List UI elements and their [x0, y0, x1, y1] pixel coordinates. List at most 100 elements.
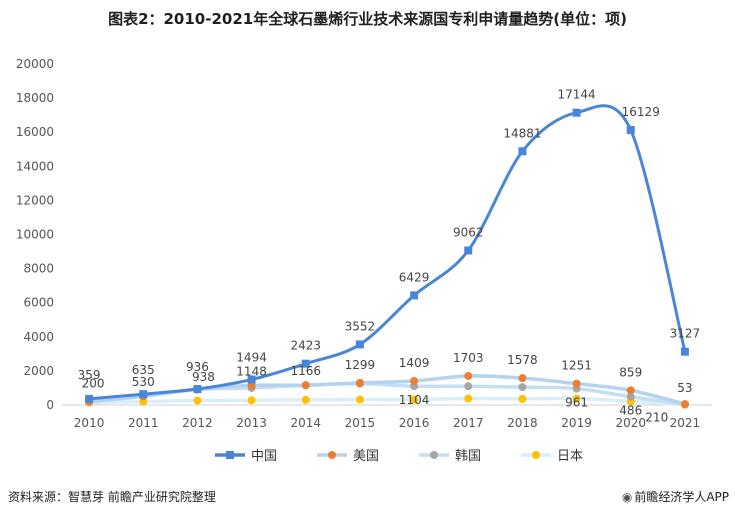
x-tick-label: 2020 [615, 416, 646, 430]
data-point-marker [626, 392, 635, 401]
data-label: 6429 [399, 270, 430, 284]
legend-item-美国[interactable]: 美国 [317, 449, 379, 464]
data-label: 1251 [561, 359, 592, 373]
legend[interactable]: 中国 美国 韩国 日本 [215, 449, 583, 464]
data-label: 1299 [345, 358, 376, 372]
data-point-marker [301, 359, 310, 368]
x-tick-label: 2016 [399, 416, 430, 430]
y-tick-label: 12000 [16, 193, 54, 207]
data-point-marker [680, 347, 689, 356]
data-point-marker [464, 371, 473, 380]
data-point-marker [355, 340, 364, 349]
brand-name: 前瞻经济学人APP [634, 490, 729, 504]
data-point-marker [464, 394, 473, 403]
data-point-marker [355, 395, 364, 404]
x-tick-label: 2018 [507, 416, 538, 430]
y-tick-label: 0 [46, 398, 54, 412]
data-point-marker [247, 396, 256, 405]
data-label: 359 [78, 368, 101, 382]
y-tick-label: 18000 [16, 91, 54, 105]
legend-swatch-marker [430, 451, 438, 459]
legend-label: 日本 [557, 449, 583, 464]
data-label: 53 [677, 381, 692, 395]
y-tick-label: 6000 [23, 296, 54, 310]
series-line [87, 104, 687, 401]
data-point-marker [301, 381, 310, 390]
data-point-marker [301, 395, 310, 404]
x-tick-label: 2012 [182, 416, 213, 430]
x-tick-label: 2014 [290, 416, 321, 430]
legend-item-中国[interactable]: 中国 [215, 449, 277, 464]
data-label: 936 [186, 360, 209, 374]
data-label: 200 [82, 377, 105, 391]
x-tick-label: 2011 [128, 416, 159, 430]
legend-swatch-marker [226, 451, 234, 459]
data-label: 14881 [503, 126, 541, 140]
x-axis: 2010 2011 2012 2013 2014 2015 2016 2017 2018 2019… [74, 416, 700, 430]
data-point-marker [410, 395, 419, 404]
data-label: 1703 [453, 351, 484, 365]
data-point-marker [518, 147, 527, 156]
y-axis: 0 2000 4000 6000 8000 10000 12000 14000 16000 180… [16, 57, 54, 412]
x-tick-label: 2017 [453, 416, 484, 430]
data-label: 938 [192, 370, 215, 384]
legend-label: 韩国 [455, 449, 481, 464]
y-tick-label: 2000 [23, 364, 54, 378]
data-label: 1494 [236, 351, 267, 365]
data-label: 635 [132, 363, 155, 377]
data-point-marker [464, 382, 473, 391]
data-point-marker [626, 386, 635, 395]
data-point-marker [464, 246, 473, 255]
series-layer [85, 104, 689, 409]
data-point-marker [680, 400, 689, 409]
brand-icon: ◉ [621, 490, 633, 504]
data-point-marker [139, 390, 148, 399]
data-point-marker [572, 379, 581, 388]
legend-swatch-marker [328, 451, 336, 459]
y-tick-label: 10000 [16, 228, 54, 242]
data-point-marker [410, 376, 419, 385]
data-point-marker [518, 394, 527, 403]
data-point-marker [518, 383, 527, 392]
data-label: 1148 [236, 364, 267, 378]
chart-title: 图表2：2010-2021年全球石墨烯行业技术来源国专利申请量趋势(单位：项) [108, 10, 627, 28]
series-日本 [85, 394, 689, 409]
data-labels: 359 635 936 1494 2423 3552 6429 9062 14881 17144 1… [78, 88, 701, 425]
data-label: 486 [619, 404, 642, 418]
series-韩国 [85, 379, 689, 409]
legend-item-日本[interactable]: 日本 [521, 449, 583, 464]
data-label: 859 [619, 365, 642, 379]
legend-label: 中国 [251, 449, 277, 464]
y-tick-label: 20000 [16, 57, 54, 71]
y-tick-label: 4000 [23, 330, 54, 344]
x-tick-label: 2021 [670, 416, 701, 430]
data-label: 16129 [622, 105, 660, 119]
x-tick-label: 2019 [561, 416, 592, 430]
y-tick-label: 8000 [23, 262, 54, 276]
data-label: 1104 [399, 393, 430, 407]
data-label: 1578 [507, 353, 538, 367]
y-tick-label: 16000 [16, 125, 54, 139]
data-label: 1409 [399, 356, 430, 370]
data-point-marker [193, 396, 202, 405]
legend-item-韩国[interactable]: 韩国 [419, 449, 481, 464]
x-tick-label: 2013 [236, 416, 267, 430]
x-tick-label: 2015 [345, 416, 376, 430]
data-label: 9062 [453, 225, 484, 239]
data-label: 17144 [557, 88, 595, 102]
legend-label: 美国 [353, 449, 379, 464]
data-point-marker [572, 108, 581, 117]
data-point-marker [518, 374, 527, 383]
data-point-marker [626, 126, 635, 135]
data-point-marker [355, 378, 364, 387]
data-point-marker [572, 394, 581, 403]
data-label: 210 [645, 410, 668, 424]
data-label: 1166 [290, 364, 321, 378]
data-label: 2423 [290, 339, 321, 353]
data-label: 961 [565, 396, 588, 410]
data-label: 530 [132, 375, 155, 389]
series-中国 [85, 104, 689, 403]
legend-swatch-marker [532, 451, 540, 459]
y-tick-label: 14000 [16, 159, 54, 173]
